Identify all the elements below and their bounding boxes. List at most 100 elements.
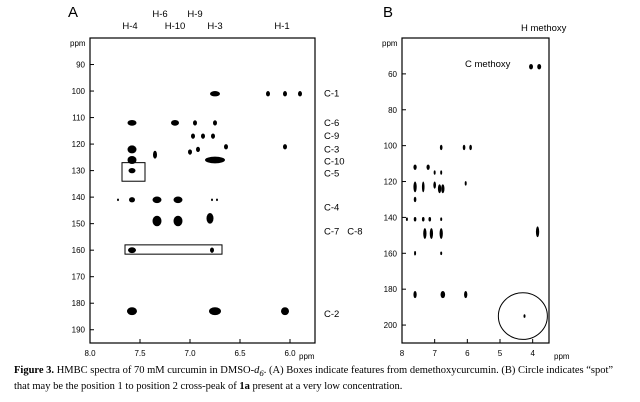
- x-tick-label: 5: [498, 349, 503, 358]
- y-tick-label: 90: [76, 61, 85, 70]
- caption-text-3: present at a very low concentration.: [249, 381, 403, 393]
- cross-peak: [433, 181, 436, 189]
- cross-peak: [440, 290, 446, 299]
- caption-sub-6: 6: [259, 368, 264, 379]
- cross-peak: [413, 181, 417, 193]
- cross-peak: [171, 119, 179, 126]
- x-tick-label: 7.5: [134, 349, 146, 358]
- cross-peak: [211, 133, 215, 139]
- carbon-label: C-4: [324, 203, 339, 214]
- cross-peak: [191, 133, 195, 139]
- cross-peak: [537, 64, 542, 70]
- cross-peak: [210, 91, 220, 97]
- carbon-label: C-10: [324, 156, 345, 167]
- panel-b-y-axis: 60 80 100 120 140 160 180 200: [384, 70, 406, 330]
- cross-peak: [440, 217, 443, 222]
- y-tick-label: 190: [72, 326, 86, 335]
- y-tick-label: 150: [72, 220, 86, 229]
- cross-peak: [205, 156, 225, 164]
- figure-caption: Figure 3. HMBC spectra of 70 mM curcumin…: [14, 364, 630, 393]
- cross-peak: [213, 120, 217, 126]
- panel-b-plot-frame: [401, 37, 550, 344]
- cross-peak: [413, 164, 417, 170]
- cross-peak: [211, 198, 213, 202]
- cross-peak: [462, 144, 466, 151]
- y-tick-label: 100: [72, 87, 86, 96]
- cross-peak: [414, 251, 417, 256]
- panel-b-x-axis: 8 7 6 5 4: [400, 339, 535, 358]
- y-tick-label: 120: [384, 178, 398, 187]
- cross-peak: [429, 228, 434, 239]
- cross-peak: [209, 307, 221, 316]
- panel-a-ppm-bottom-label: ppm: [299, 352, 315, 361]
- carbon-label: C-9: [324, 131, 339, 142]
- cross-peak: [437, 184, 442, 194]
- carbon-label: C-1: [324, 89, 339, 100]
- cross-peak: [529, 64, 533, 70]
- cross-peak: [413, 216, 417, 222]
- cross-peak: [413, 196, 417, 203]
- caption-d: d: [254, 365, 260, 376]
- cross-peak: [439, 228, 443, 239]
- cross-peak: [188, 149, 192, 155]
- cross-peak: [128, 167, 136, 174]
- cross-peak: [127, 145, 137, 154]
- y-tick-label: 120: [72, 140, 86, 149]
- panel-a-ppm-top-label: ppm: [70, 39, 86, 48]
- panel-a-y-axis: 90 100 110 120 130 140 150 160 170 180 190: [72, 61, 94, 335]
- panel-a-letter: A: [68, 4, 78, 21]
- carbon-label: C-7 C-8: [324, 227, 363, 238]
- cross-peak: [283, 144, 287, 150]
- cross-peak: [421, 216, 425, 222]
- cross-peak: [127, 307, 137, 316]
- x-tick-label: 6.0: [284, 349, 296, 358]
- cross-peak: [173, 196, 183, 204]
- cross-peak: [266, 91, 270, 97]
- x-tick-label: 8: [400, 349, 405, 358]
- cross-peak: [127, 119, 137, 126]
- cross-peak: [281, 307, 289, 316]
- panel-a-boxes: [121, 162, 223, 255]
- y-tick-label: 130: [72, 167, 86, 176]
- panel-a-x-axis: 8.0 7.5 7.0 6.5 6.0: [84, 339, 296, 358]
- cross-peak: [210, 247, 214, 253]
- x-tick-label: 6.5: [234, 349, 246, 358]
- proton-label: H-10: [165, 21, 186, 32]
- cross-peak: [216, 198, 218, 202]
- cross-peak: [469, 144, 472, 151]
- caption-text-1: HMBC spectra of 70 mM curcumin in DMSO-: [54, 365, 255, 376]
- proton-label: H-9: [187, 9, 202, 20]
- y-tick-label: 180: [72, 299, 86, 308]
- x-tick-label: 4: [530, 349, 535, 358]
- highlight-box: [124, 244, 223, 255]
- cross-peak: [405, 217, 408, 222]
- cross-peak: [193, 120, 197, 126]
- cross-peak: [283, 91, 287, 97]
- panel-b-ppm-top-label: ppm: [382, 39, 398, 48]
- cross-peak: [523, 314, 526, 318]
- cross-peak: [433, 170, 436, 175]
- y-tick-label: 110: [72, 114, 85, 123]
- panel-a-plot-frame: [89, 37, 316, 344]
- panel-a-peaks: [117, 91, 302, 316]
- y-tick-label: 170: [72, 273, 86, 282]
- y-tick-label: 140: [384, 213, 398, 222]
- cross-peak: [201, 133, 205, 139]
- caption-text-2: . (A) Boxes indicate features from demet…: [14, 365, 614, 393]
- cross-peak: [440, 170, 443, 175]
- cross-peak: [224, 144, 228, 150]
- x-tick-label: 6: [465, 349, 470, 358]
- y-tick-label: 60: [388, 70, 397, 79]
- cross-peak: [117, 198, 119, 202]
- y-tick-label: 140: [72, 193, 86, 202]
- x-tick-label: 7: [432, 349, 437, 358]
- cross-peak: [428, 216, 432, 222]
- proton-label: H-4: [122, 21, 137, 32]
- caption-bold-ref: 1a: [239, 381, 250, 393]
- panel-b: B H methoxy ppm C methoxy 60 80 100 120 140 1…: [382, 4, 570, 361]
- panel-b-circle: [497, 292, 548, 340]
- cross-peak: [173, 215, 183, 227]
- cross-peak: [196, 146, 200, 153]
- cross-peak: [535, 226, 540, 238]
